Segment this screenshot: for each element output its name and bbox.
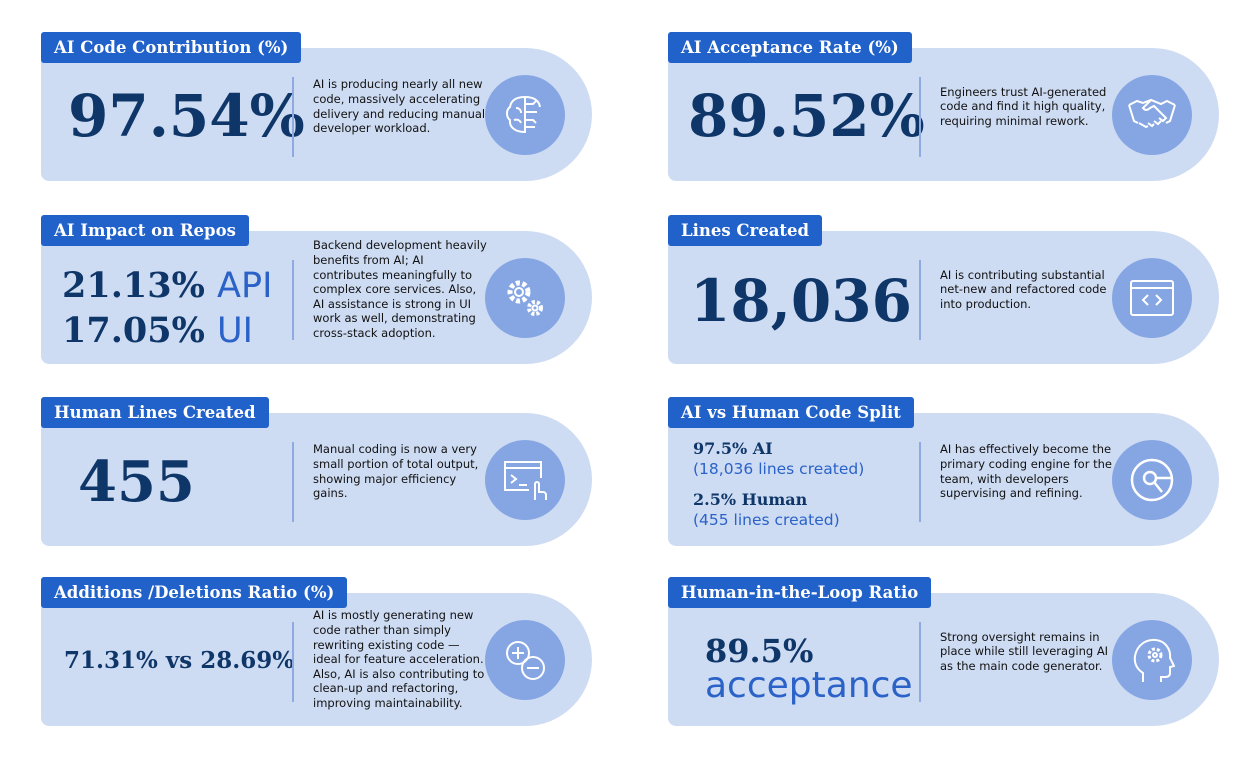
api-percent: 21.13% (62, 265, 205, 306)
metric-value: 18,036 (690, 267, 912, 335)
card-ai-vs-human-split: AI vs Human Code Split 97.5% AI (18,036 … (668, 397, 1219, 547)
metric-api: 21.13% API (62, 265, 272, 307)
card-title: Human-in-the-Loop Ratio (668, 577, 932, 608)
metric-label: acceptance (705, 665, 913, 706)
metric-value: 89.5% (705, 632, 814, 670)
description-text: AI is producing nearly all new code, mas… (313, 77, 486, 136)
description-text: Backend development heavily benefits fro… (313, 238, 487, 340)
description: Engineers trust AI-generated code and fi… (940, 32, 1115, 181)
human-lines: (455 lines created) (693, 511, 840, 529)
ui-label: UI (217, 311, 253, 351)
divider (919, 442, 921, 522)
description-text: Manual coding is now a very small portio… (313, 442, 479, 501)
gears-icon (485, 258, 565, 338)
plus-minus-icon (485, 620, 565, 700)
description: Manual coding is now a very small portio… (313, 397, 488, 546)
description-text: Engineers trust AI-generated code and fi… (940, 84, 1107, 128)
card-human-lines-created: Human Lines Created 455 Manual coding is… (41, 397, 592, 547)
card-title: Lines Created (668, 215, 823, 246)
divider (919, 77, 921, 157)
divider (292, 442, 294, 522)
ai-lines: (18,036 lines created) (693, 460, 865, 478)
card-title: AI Code Contribution (%) (41, 32, 302, 63)
metric-ui: 17.05% UI (62, 310, 253, 352)
divider (292, 77, 294, 157)
description: Backend development heavily benefits fro… (313, 215, 488, 364)
description-text: AI is contributing substantial net-new a… (940, 267, 1107, 311)
card-ai-impact-on-repos: AI Impact on Repos 21.13% API 17.05% UI … (41, 215, 592, 365)
card-title: AI vs Human Code Split (668, 397, 914, 428)
description-text: AI is mostly generating new code rather … (313, 608, 485, 710)
pie-search-icon (1112, 440, 1192, 520)
description: AI is producing nearly all new code, mas… (313, 32, 488, 181)
divider (292, 622, 294, 702)
ui-percent: 17.05% (62, 310, 205, 351)
divider (292, 260, 294, 340)
metric-value: 89.52% (688, 82, 925, 150)
api-label: API (217, 266, 273, 306)
card-lines-created: Lines Created 18,036 AI is contributing … (668, 215, 1219, 365)
card-additions-deletions-ratio: Additions /Deletions Ratio (%) 71.31% vs… (41, 577, 592, 727)
divider (919, 260, 921, 340)
divider (919, 622, 921, 702)
card-title: AI Acceptance Rate (%) (668, 32, 912, 63)
brain-circuit-icon (485, 75, 565, 155)
description: Strong oversight remains in place while … (940, 577, 1115, 726)
card-human-in-the-loop-ratio: Human-in-the-Loop Ratio 89.5% acceptance… (668, 577, 1219, 727)
code-window-icon (1112, 258, 1192, 338)
ai-share: 97.5% AI (693, 439, 773, 458)
human-share: 2.5% Human (693, 490, 808, 509)
description-text: Strong oversight remains in place while … (940, 629, 1109, 673)
description: AI has effectively become the primary co… (940, 397, 1115, 546)
card-title: Additions /Deletions Ratio (%) (41, 577, 348, 608)
metric-value: 97.54% (68, 82, 305, 150)
description-text: AI has effectively become the primary co… (940, 442, 1112, 501)
handshake-icon (1112, 75, 1192, 155)
terminal-hand-icon (485, 440, 565, 520)
description: AI is mostly generating new code rather … (313, 585, 488, 734)
card-title: Human Lines Created (41, 397, 269, 428)
card-ai-code-contribution: AI Code Contribution (%) 97.54% AI is pr… (41, 32, 592, 182)
card-ai-acceptance-rate: AI Acceptance Rate (%) 89.52% Engineers … (668, 32, 1219, 182)
metric-value: 71.31% vs 28.69% (64, 647, 295, 674)
description: AI is contributing substantial net-new a… (940, 215, 1115, 364)
head-gear-icon (1112, 620, 1192, 700)
card-title: AI Impact on Repos (41, 215, 249, 246)
metric-value: 455 (78, 449, 195, 515)
